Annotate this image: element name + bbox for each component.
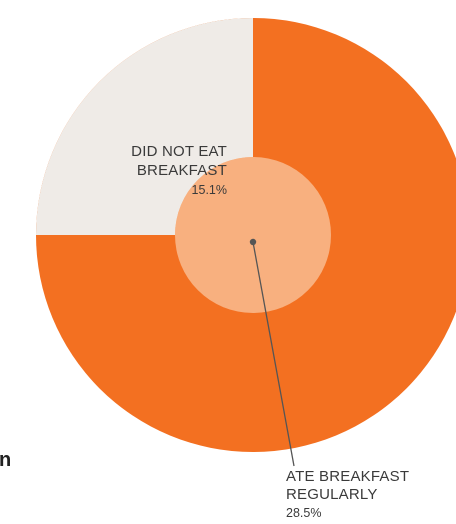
leader-dot bbox=[249, 238, 257, 246]
value-did-not-eat: 15.1% bbox=[192, 183, 227, 197]
label-did-not-eat-line2: BREAKFAST bbox=[137, 162, 227, 179]
label-ate-breakfast-line2: REGULARLY bbox=[286, 486, 378, 503]
label-ate-breakfast-line1: ATE BREAKFAST bbox=[286, 468, 409, 485]
leader-line bbox=[252, 241, 295, 467]
clipped-body-text-content: n. bbox=[0, 449, 10, 471]
inner-quarter-cover bbox=[175, 157, 253, 235]
label-did-not-eat-line1: DID NOT EAT bbox=[131, 143, 227, 160]
value-ate-breakfast: 28.5% bbox=[286, 506, 321, 520]
clipped-body-text: n. bbox=[0, 448, 10, 472]
